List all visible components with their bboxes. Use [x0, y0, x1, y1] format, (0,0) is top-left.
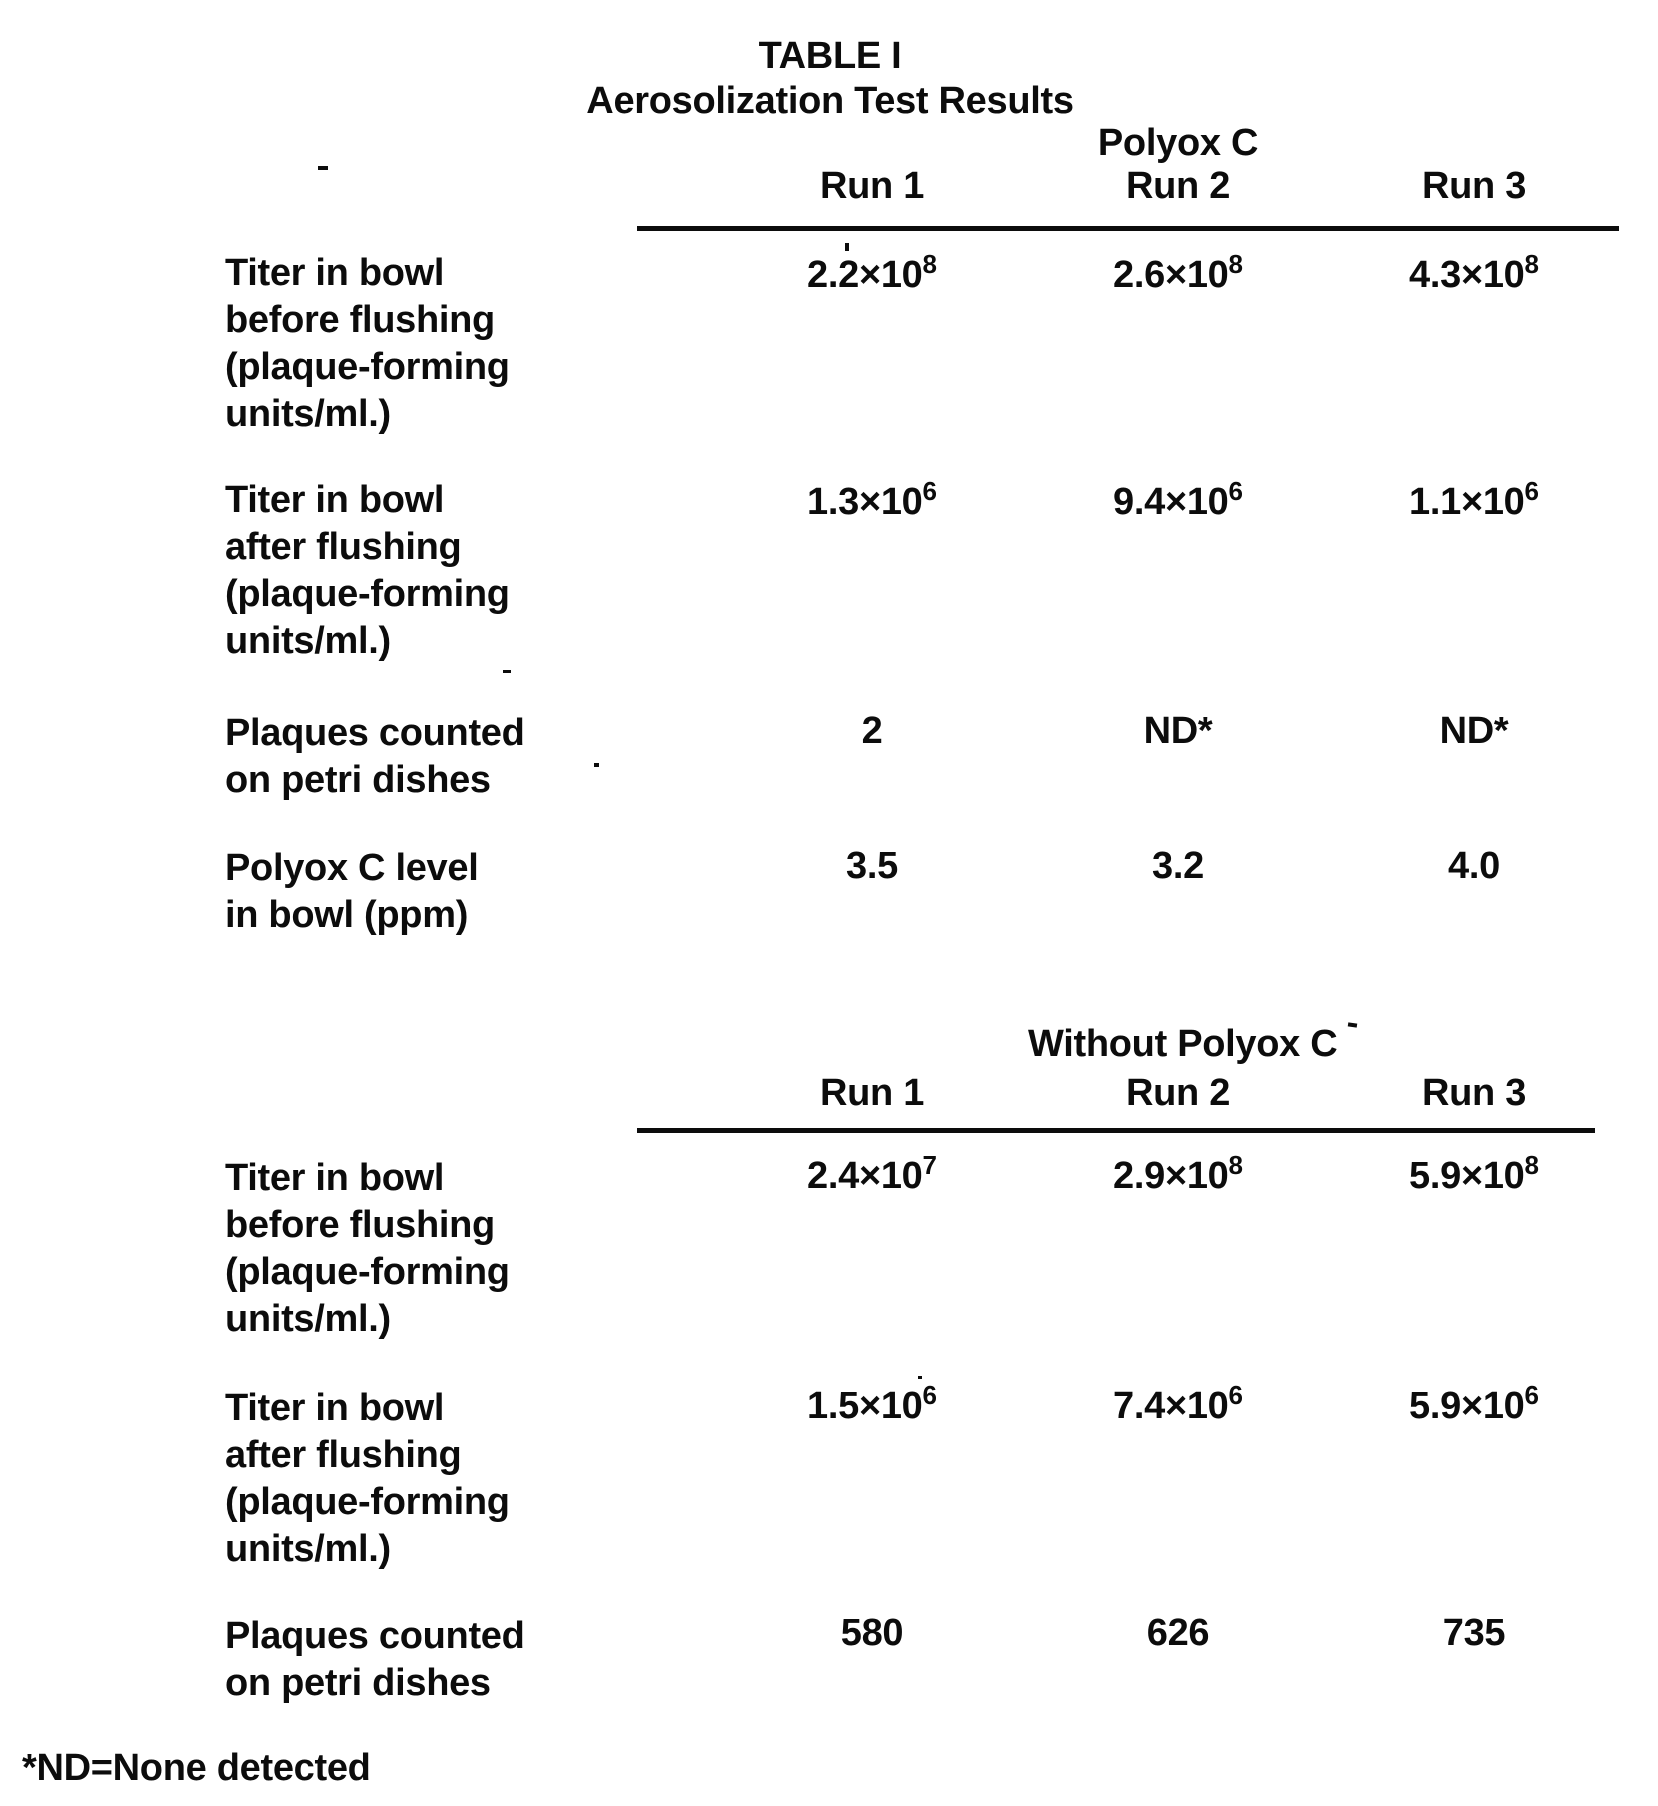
scan-artifact	[594, 763, 599, 767]
scan-artifact	[1347, 1022, 1358, 1028]
table1-titer-after-run3: 1.1×106	[1324, 476, 1624, 529]
value-mantissa: 580	[840, 1612, 904, 1654]
table2-titer-before-run2: 2.9×108	[1028, 1150, 1328, 1203]
table2-titer-after-run2: 7.4×106	[1028, 1380, 1328, 1433]
value-mantissa: 4.0	[1448, 845, 1500, 887]
table2-plaques-run1: 580	[722, 1610, 1022, 1660]
table1-row-plaques-label: Plaques counted on petri dishes	[225, 712, 525, 801]
value-mantissa: ND*	[1143, 710, 1213, 752]
value-exponent: 8	[1524, 1150, 1539, 1180]
table2-plaques-run3: 735	[1324, 1610, 1624, 1660]
table1-row-polyox-level-label: Polyox C level in bowl (ppm)	[225, 847, 479, 936]
value-exponent: 6	[922, 476, 937, 506]
table1-titer-before-run1: 2.2×108	[722, 249, 1022, 302]
value-mantissa: ND*	[1439, 710, 1509, 752]
scan-artifact	[318, 166, 328, 170]
value-mantissa: 2.6×10	[1113, 254, 1229, 296]
table2-group-header: Without Polyox C	[1028, 1023, 1338, 1065]
value-exponent: 7	[922, 1150, 937, 1180]
scan-artifact	[503, 670, 511, 673]
value-mantissa: 4.3×10	[1409, 254, 1525, 296]
value-mantissa: 1.3×10	[807, 481, 923, 523]
table1-col-run1: Run 1	[819, 165, 925, 207]
table2-titer-before-run3: 5.9×108	[1324, 1150, 1624, 1203]
value-mantissa: 3.5	[846, 845, 898, 887]
table2-row-titer-after-label: Titer in bowl after flushing (plaque-for…	[225, 1387, 510, 1570]
value-exponent: 6	[1228, 476, 1243, 506]
value-mantissa: 3.2	[1152, 845, 1204, 887]
table1-plaques-run2: ND*	[1028, 708, 1328, 758]
value-exponent: 6	[922, 1380, 937, 1410]
table1-polyox-level-run3: 4.0	[1324, 843, 1624, 893]
value-mantissa: 9.4×10	[1113, 481, 1229, 523]
table2-titer-before-run1: 2.4×107	[722, 1150, 1022, 1203]
table1-plaques-run1: 2	[722, 708, 1022, 758]
value-mantissa: 1.5×10	[807, 1385, 923, 1427]
value-mantissa: 735	[1442, 1612, 1506, 1654]
table2-header-rule	[637, 1128, 1595, 1133]
table2-row-plaques-label: Plaques counted on petri dishes	[225, 1615, 525, 1704]
value-exponent: 8	[1524, 249, 1539, 279]
value-mantissa: 7.4×10	[1113, 1385, 1229, 1427]
value-mantissa: 1.1×10	[1409, 481, 1525, 523]
table1-col-run2: Run 2	[1125, 165, 1231, 207]
value-mantissa: 2.2×10	[807, 254, 923, 296]
table2-titer-after-run1: 1.5×106	[722, 1380, 1022, 1433]
value-exponent: 8	[1228, 1150, 1243, 1180]
table1-titer-before-run2: 2.6×108	[1028, 249, 1328, 302]
value-mantissa: 5.9×10	[1409, 1385, 1525, 1427]
table-title: TABLE I	[758, 35, 902, 77]
value-mantissa: 2.9×10	[1113, 1155, 1229, 1197]
table1-titer-before-run3: 4.3×108	[1324, 249, 1624, 302]
value-mantissa: 626	[1146, 1612, 1210, 1654]
table1-header-rule	[637, 226, 1619, 231]
value-exponent: 8	[1228, 249, 1243, 279]
value-mantissa: 5.9×10	[1409, 1155, 1525, 1197]
table1-row-titer-before-label: Titer in bowl before flushing (plaque-fo…	[225, 252, 510, 435]
value-mantissa: 2.4×10	[807, 1155, 923, 1197]
table1-titer-after-run1: 1.3×106	[722, 476, 1022, 529]
table1-col-run3: Run 3	[1421, 165, 1527, 207]
table-subtitle: Aerosolization Test Results	[586, 80, 1074, 122]
table2-col-run2: Run 2	[1125, 1072, 1231, 1114]
table2-row-titer-before-label: Titer in bowl before flushing (plaque-fo…	[225, 1157, 510, 1340]
table1-polyox-level-run2: 3.2	[1028, 843, 1328, 893]
scan-artifact	[845, 243, 849, 251]
table1-titer-after-run2: 9.4×106	[1028, 476, 1328, 529]
value-mantissa: 2	[861, 710, 883, 752]
table2-col-run1: Run 1	[819, 1072, 925, 1114]
scan-artifact	[918, 1376, 922, 1379]
table2-col-run3: Run 3	[1421, 1072, 1527, 1114]
table1-plaques-run3: ND*	[1324, 708, 1624, 758]
value-exponent: 8	[922, 249, 937, 279]
table2-titer-after-run3: 5.9×106	[1324, 1380, 1624, 1433]
value-exponent: 6	[1228, 1380, 1243, 1410]
table2-plaques-run2: 626	[1028, 1610, 1328, 1660]
table1-polyox-level-run1: 3.5	[722, 843, 1022, 893]
table1-group-header: Polyox C	[1097, 122, 1259, 164]
value-exponent: 6	[1524, 1380, 1539, 1410]
footnote: *ND=None detected	[22, 1747, 371, 1789]
table1-row-titer-after-label: Titer in bowl after flushing (plaque-for…	[225, 479, 510, 662]
value-exponent: 6	[1524, 476, 1539, 506]
